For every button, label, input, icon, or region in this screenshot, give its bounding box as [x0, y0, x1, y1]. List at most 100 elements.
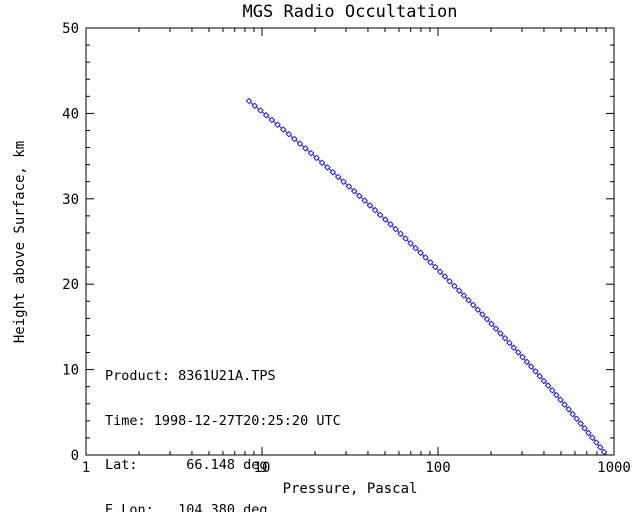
y-tick-labels: 0 10 20 30 40 50 [62, 21, 79, 464]
diamond-marker [268, 116, 276, 124]
x-axis-label: Pressure, Pascal [283, 481, 418, 497]
diamond-marker [483, 315, 491, 323]
axis-ticks [85, 27, 615, 456]
diamond-marker [600, 448, 608, 456]
diamond-marker [251, 102, 259, 110]
diamond-marker [510, 344, 518, 352]
diamond-marker [506, 339, 513, 347]
diamond-marker [557, 396, 564, 404]
diamond-marker [548, 386, 556, 394]
chart-title: MGS Radio Occultation [243, 2, 458, 22]
diamond-marker [324, 164, 331, 171]
diamond-marker [402, 235, 409, 242]
diamond-marker [412, 244, 419, 252]
x-tick-label: 10 [254, 460, 271, 476]
diamond-marker [565, 405, 573, 413]
diamond-marker [488, 320, 495, 328]
diamond-marker [573, 415, 581, 423]
annotation-line-lat: Lat: 66.148 deg [105, 457, 268, 474]
diamond-marker [366, 202, 374, 209]
diamond-marker [519, 353, 526, 361]
diamond-marker [382, 216, 389, 223]
diamond-marker [318, 159, 326, 167]
diamond-marker [387, 220, 394, 228]
diamond-marker [589, 434, 596, 442]
diamond-marker [581, 424, 588, 432]
diamond-marker [479, 311, 486, 318]
x-tick-label: 1 [82, 460, 90, 476]
diamond-marker [441, 273, 449, 280]
diamond-marker [397, 230, 404, 238]
diamond-marker [279, 126, 287, 133]
x-tick-label: 100 [425, 460, 450, 476]
diamond-marker [422, 254, 429, 261]
diamond-marker [371, 206, 379, 214]
diamond-marker [540, 377, 548, 385]
diamond-marker [527, 363, 535, 370]
pressure-height-curve [245, 97, 608, 456]
diamond-marker [376, 211, 384, 219]
diamond-marker [577, 420, 585, 427]
diamond-marker [446, 277, 454, 285]
diamond-marker [407, 239, 414, 247]
diamond-marker [257, 107, 264, 114]
diamond-marker [392, 225, 399, 233]
diamond-marker [455, 287, 463, 295]
diamond-marker [451, 282, 458, 290]
diamond-marker [285, 130, 293, 138]
diamond-marker [345, 183, 353, 190]
annotation-line-product: Product: 8361U21A.TPS [105, 367, 276, 384]
diamond-marker [329, 168, 337, 176]
diamond-marker [291, 135, 298, 143]
diamond-marker [313, 154, 320, 162]
diamond-marker [427, 258, 434, 266]
diamond-marker [334, 173, 342, 181]
diamond-marker [536, 372, 544, 380]
diamond-marker [585, 429, 592, 437]
y-tick-label: 40 [62, 106, 79, 122]
diamond-marker [262, 111, 270, 119]
diamond-marker [356, 192, 363, 200]
diamond-marker [469, 301, 477, 309]
diamond-marker [417, 249, 424, 257]
diamond-marker [307, 149, 315, 157]
diamond-marker [514, 349, 522, 356]
diamond-marker [592, 439, 600, 446]
diamond-marker [497, 330, 504, 337]
annotation-line-elon: E Lon: 104.380 deg [105, 501, 268, 512]
diamond-marker [501, 334, 509, 342]
y-tick-label: 50 [62, 21, 79, 37]
plot-box [85, 27, 615, 456]
diamond-marker [436, 268, 444, 276]
diamond-marker [492, 325, 500, 333]
diamond-marker [544, 382, 552, 389]
diamond-marker [532, 368, 539, 375]
diamond-marker [460, 292, 468, 299]
diamond-marker [474, 306, 482, 314]
diamond-marker [569, 410, 577, 418]
y-tick-label: 0 [71, 448, 79, 464]
diamond-marker [296, 140, 304, 148]
diamond-marker [274, 121, 281, 129]
diamond-marker [553, 391, 560, 399]
annotation-block: Product: 8361U21A.TPS Time: 1998-12-27T2… [105, 339, 341, 512]
diamond-marker [340, 178, 347, 186]
diamond-marker [465, 296, 472, 304]
x-tick-labels: 1 10 100 1000 [82, 460, 631, 476]
diamond-marker [302, 145, 309, 152]
annotation-line-time: Time: 1998-12-27T20:25:20 UTC [105, 412, 341, 429]
x-tick-label: 1000 [597, 460, 631, 476]
diamond-marker [431, 263, 439, 271]
y-axis-label: Height above Surface, km [12, 141, 28, 343]
diamond-marker [350, 187, 358, 195]
diamond-marker [523, 358, 531, 366]
y-tick-label: 10 [62, 363, 79, 379]
diamond-marker [561, 401, 568, 408]
diamond-marker [245, 97, 253, 105]
diamond-marker [361, 197, 369, 204]
diamond-marker [596, 443, 604, 451]
y-tick-label: 30 [62, 192, 79, 208]
y-tick-label: 20 [62, 277, 79, 293]
